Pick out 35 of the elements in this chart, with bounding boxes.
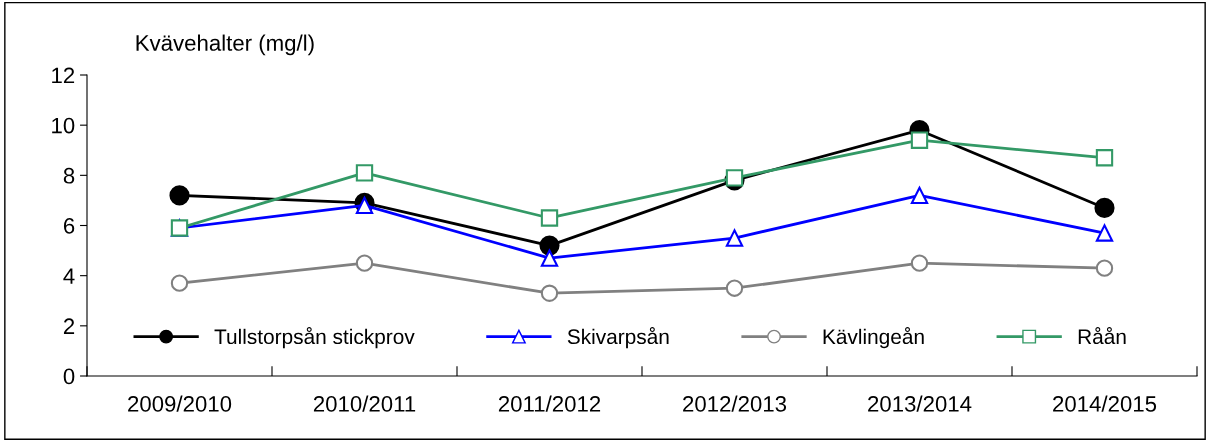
point xyxy=(725,279,744,297)
x-tick-label: 2011/2012 xyxy=(498,395,601,412)
legend-label: Tullstorpsån stickprov xyxy=(214,327,415,349)
x-tick-label: 2014/2015 xyxy=(1053,395,1157,412)
point xyxy=(1095,259,1114,277)
x-tick-label: 2013/2014 xyxy=(868,395,972,412)
y-tick-label: 6 xyxy=(63,218,75,234)
point xyxy=(1094,197,1115,219)
point xyxy=(355,254,374,272)
x-tick-label: 2009/2010 xyxy=(128,395,232,412)
y-axis-title: Kvävehalter (mg/l) xyxy=(136,34,314,56)
y-tick-label: 10 xyxy=(52,117,75,134)
point xyxy=(1095,149,1114,167)
point xyxy=(910,186,929,205)
point xyxy=(355,164,374,182)
point xyxy=(169,185,190,206)
y-tick-label: 4 xyxy=(63,268,75,284)
x-tick-label: 2010/2011 xyxy=(313,395,416,412)
y-tick-label: 2 xyxy=(63,318,75,334)
legend-label: Skivarpsån xyxy=(567,327,669,349)
point xyxy=(1095,224,1114,242)
point xyxy=(540,284,559,302)
y-tick-label: 0 xyxy=(63,368,75,385)
point xyxy=(540,249,559,267)
point xyxy=(170,274,189,292)
x-tick-label: 2012/2013 xyxy=(683,395,787,412)
point xyxy=(910,254,929,272)
point xyxy=(910,131,929,149)
y-tick-label: 8 xyxy=(63,167,75,184)
point xyxy=(539,235,560,256)
point xyxy=(725,229,744,247)
y-tick-label: 12 xyxy=(52,67,75,84)
legend-label: Råån xyxy=(1078,327,1126,345)
legend-label: Kävlingeån xyxy=(823,327,924,349)
point xyxy=(540,209,559,227)
